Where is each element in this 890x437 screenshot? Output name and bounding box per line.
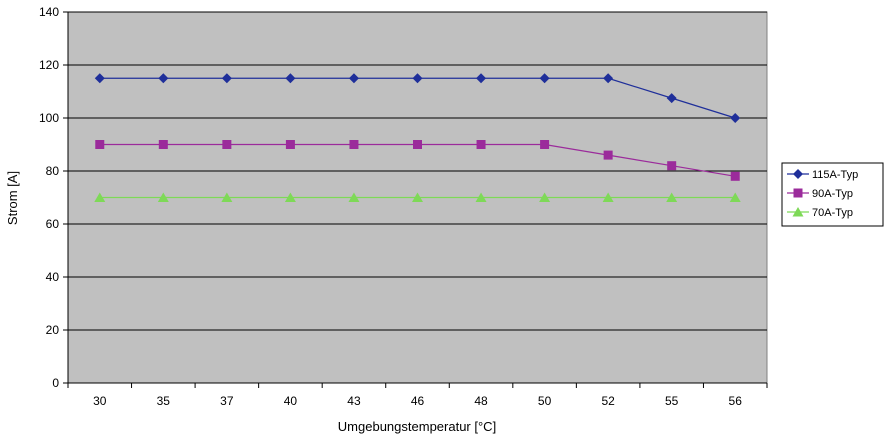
data-point bbox=[729, 192, 741, 202]
x-tick-label: 48 bbox=[474, 394, 488, 408]
data-point bbox=[412, 192, 423, 202]
y-tick-label: 0 bbox=[52, 376, 59, 390]
y-tick-label: 60 bbox=[46, 217, 60, 231]
y-tick-label: 120 bbox=[39, 58, 59, 72]
data-point bbox=[157, 192, 169, 202]
data-point bbox=[158, 140, 168, 149]
data-point bbox=[730, 171, 740, 181]
y-tick-labels: 0 20 40 60 80 100 120 140 bbox=[39, 5, 59, 390]
gridlines bbox=[68, 11, 767, 331]
data-point bbox=[730, 113, 741, 123]
legend-label: 115A-Typ bbox=[812, 169, 858, 181]
legend-marker bbox=[792, 207, 804, 217]
data-point bbox=[476, 140, 486, 149]
x-tick-label: 37 bbox=[220, 394, 234, 408]
data-point bbox=[603, 150, 613, 160]
x-tick-label: 46 bbox=[411, 394, 425, 408]
data-point bbox=[221, 73, 232, 84]
data-point bbox=[602, 192, 614, 202]
y-tick-label: 80 bbox=[46, 164, 60, 178]
data-point bbox=[285, 140, 295, 149]
data-point bbox=[94, 73, 105, 84]
axes bbox=[63, 11, 768, 388]
x-tick-label: 52 bbox=[601, 394, 615, 408]
y-axis-title: Strom [A] bbox=[5, 171, 20, 225]
data-point bbox=[603, 73, 614, 84]
data-point bbox=[667, 161, 677, 171]
data-point bbox=[349, 140, 359, 149]
x-tick-labels: 30 35 37 40 43 46 48 50 52 55 56 bbox=[93, 394, 742, 408]
x-tick-label: 55 bbox=[665, 394, 679, 408]
data-point bbox=[666, 192, 678, 202]
legend-marker bbox=[793, 169, 803, 179]
data-point bbox=[221, 192, 233, 202]
series-group bbox=[94, 73, 741, 202]
series-2 bbox=[94, 192, 741, 202]
x-tick-label: 40 bbox=[284, 394, 298, 408]
x-tick-label: 56 bbox=[729, 394, 743, 408]
data-point bbox=[95, 140, 105, 149]
data-point bbox=[348, 192, 360, 202]
data-point bbox=[222, 140, 232, 149]
x-tick-label: 50 bbox=[538, 394, 552, 408]
data-point bbox=[476, 73, 487, 84]
data-point bbox=[666, 93, 677, 104]
legend-item: 90A-Typ bbox=[787, 188, 853, 200]
y-tick-label: 20 bbox=[46, 323, 60, 337]
x-axis-title: Umgebungstemperatur [°C] bbox=[338, 419, 496, 434]
legend-item: 115A-Typ bbox=[787, 169, 858, 181]
data-point bbox=[412, 73, 423, 84]
data-point bbox=[158, 73, 169, 84]
legend-marker bbox=[793, 188, 803, 198]
x-tick-label: 30 bbox=[93, 394, 107, 408]
data-point bbox=[94, 192, 106, 202]
x-tick-label: 43 bbox=[347, 394, 361, 408]
legend-label: 70A-Typ bbox=[812, 207, 853, 219]
data-point bbox=[348, 73, 359, 84]
legend: 115A-Typ 90A-Typ 70A-Typ bbox=[781, 162, 884, 227]
legend-label: 90A-Typ bbox=[812, 188, 853, 200]
data-point bbox=[475, 192, 487, 202]
y-tick-label: 40 bbox=[46, 270, 60, 284]
series-0 bbox=[94, 73, 741, 123]
y-tick-label: 100 bbox=[39, 111, 59, 125]
data-point bbox=[539, 192, 551, 202]
data-point bbox=[284, 192, 296, 202]
data-point bbox=[413, 140, 422, 149]
x-tick-label: 35 bbox=[157, 394, 171, 408]
series-1 bbox=[95, 140, 740, 181]
legend-item: 70A-Typ bbox=[787, 207, 853, 219]
y-tick-label: 140 bbox=[39, 5, 59, 19]
data-point bbox=[540, 140, 550, 149]
data-point bbox=[539, 73, 550, 84]
data-point bbox=[285, 73, 296, 84]
